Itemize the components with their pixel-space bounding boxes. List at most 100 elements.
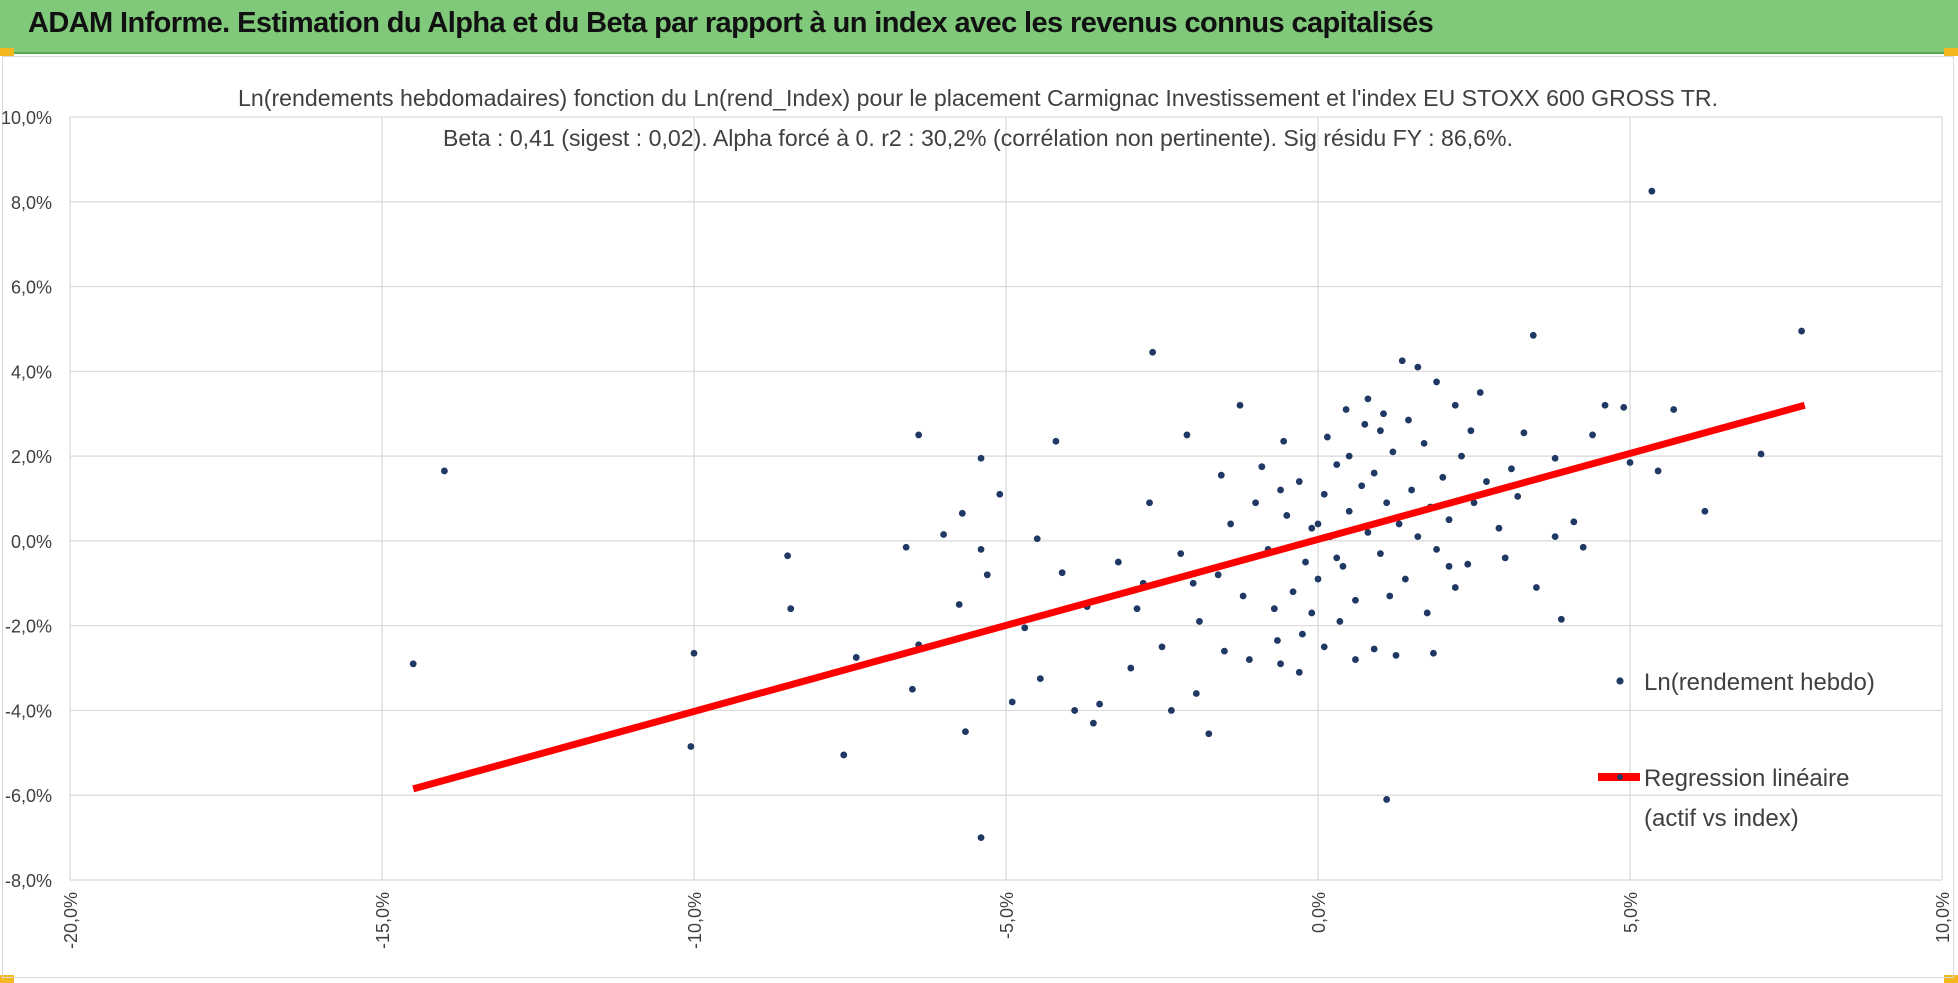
scatter-point xyxy=(1089,719,1097,727)
scatter-point xyxy=(1196,618,1203,625)
scatter-point xyxy=(1364,395,1372,403)
scatter-point xyxy=(1314,575,1322,583)
scatter-point xyxy=(1361,420,1369,428)
scatter-point xyxy=(1386,592,1394,600)
scatter-point xyxy=(915,431,923,439)
scatter-point xyxy=(1320,490,1328,498)
chart-subtitle: Beta : 0,41 (sigest : 0,02). Alpha forcé… xyxy=(443,125,1513,151)
scatter-point xyxy=(1245,656,1253,663)
scatter-points xyxy=(409,187,1805,842)
scatter-point xyxy=(962,728,969,736)
scatter-point xyxy=(1308,524,1316,532)
scatter-point xyxy=(1570,518,1578,526)
scatter-point xyxy=(1757,450,1765,458)
regression-line xyxy=(412,401,1806,793)
scatter-point xyxy=(1483,478,1490,485)
scatter-point xyxy=(1221,647,1228,655)
scatter-point xyxy=(1114,558,1122,566)
legend-marker-regression-dot xyxy=(1617,774,1623,780)
scatter-point xyxy=(1601,401,1609,409)
scatter-point xyxy=(1501,554,1509,562)
scatter-point xyxy=(1033,535,1041,543)
scatter-point xyxy=(1192,690,1200,697)
scatter-point xyxy=(1336,618,1344,625)
scatter-point xyxy=(441,467,448,475)
scatter-point xyxy=(977,545,985,553)
y-tick-label: 8,0% xyxy=(11,193,52,213)
scatter-point xyxy=(1451,401,1459,409)
scatter-point xyxy=(1214,571,1222,579)
scatter-point xyxy=(1289,588,1297,596)
scatter-point xyxy=(1345,507,1353,515)
corner-marker-bottom-right xyxy=(1944,975,1958,983)
scatter-point xyxy=(1189,579,1197,587)
regression-line-group xyxy=(412,401,1806,793)
scatter-point xyxy=(1430,649,1437,657)
corner-marker-bottom-left xyxy=(0,975,14,983)
scatter-point xyxy=(1277,660,1284,668)
scatter-point xyxy=(1167,707,1175,714)
legend-marker-scatter xyxy=(1616,677,1624,685)
scatter-point xyxy=(1149,348,1157,356)
scatter-point xyxy=(1302,558,1309,566)
legend-label-scatter: Ln(rendement hebdo) xyxy=(1644,669,1875,696)
x-tick-label: -20,0% xyxy=(61,892,81,949)
scatter-point xyxy=(1052,437,1060,445)
scatter-point xyxy=(1295,478,1303,485)
scatter-point xyxy=(1589,431,1596,439)
scatter-point xyxy=(1423,609,1431,617)
scatter-point xyxy=(1295,668,1303,676)
scatter-point xyxy=(1358,482,1366,490)
scatter-point xyxy=(690,649,698,657)
legend-label-regression-line2: (actif vs index) xyxy=(1644,805,1799,832)
header-title: ADAM Informe. Estimation du Alpha et du … xyxy=(28,7,1434,39)
scatter-point xyxy=(1258,463,1266,471)
corner-marker-left xyxy=(0,48,14,56)
scatter-point xyxy=(1339,562,1347,570)
y-tick-label: 2,0% xyxy=(11,447,52,467)
y-axis-ticks: 10,0% 8,0% 6,0% 4,0% 2,0% 0,0% -2,0% -4,0% -6,0%… xyxy=(1,108,52,891)
scatter-point xyxy=(1036,675,1044,683)
scatter-point xyxy=(1127,664,1135,672)
scatter-point xyxy=(1299,630,1306,638)
scatter-point xyxy=(1146,499,1153,507)
scatter-point xyxy=(1529,331,1537,339)
x-tick-label: -5,0% xyxy=(997,892,1017,939)
scatter-point xyxy=(1352,596,1359,604)
scatter-point xyxy=(977,454,985,462)
scatter-point xyxy=(1414,363,1422,371)
scatter-point xyxy=(1476,389,1484,396)
scatter-point xyxy=(1252,499,1259,507)
scatter-point xyxy=(1364,529,1372,536)
scatter-point xyxy=(1370,469,1378,477)
scatter-point xyxy=(1520,429,1528,437)
x-tick-label: 0,0% xyxy=(1309,892,1329,933)
scatter-point xyxy=(902,543,910,551)
scatter-point xyxy=(1377,550,1384,558)
scatter-point xyxy=(1620,403,1628,411)
scatter-point xyxy=(784,552,791,560)
scatter-point xyxy=(1648,187,1656,195)
y-tick-label: -6,0% xyxy=(5,786,52,806)
scatter-point xyxy=(1183,431,1191,439)
scatter-point xyxy=(1533,584,1540,591)
scatter-point xyxy=(1021,624,1029,632)
scatter-point xyxy=(1420,439,1428,447)
scatter-point xyxy=(1008,698,1016,706)
x-tick-label: -15,0% xyxy=(373,892,393,949)
scatter-point xyxy=(1470,499,1478,507)
x-axis-ticks: -20,0% -15,0% -10,0% -5,0% 0,0% 5,0% 10,0% xyxy=(61,892,1953,949)
x-tick-label: -10,0% xyxy=(685,892,705,949)
x-tick-label: 5,0% xyxy=(1621,892,1641,933)
y-tick-label: 10,0% xyxy=(1,108,52,128)
scatter-point xyxy=(977,834,985,842)
chart-title: Ln(rendements hebdomadaires) fonction du… xyxy=(238,85,1718,111)
scatter-point xyxy=(1389,448,1397,456)
scatter-point xyxy=(1395,520,1403,528)
scatter-point xyxy=(1158,643,1166,651)
scatter-point xyxy=(1345,452,1353,460)
scatter-point xyxy=(1398,357,1406,365)
scatter-point xyxy=(1445,516,1453,524)
scatter-point xyxy=(1270,605,1278,613)
